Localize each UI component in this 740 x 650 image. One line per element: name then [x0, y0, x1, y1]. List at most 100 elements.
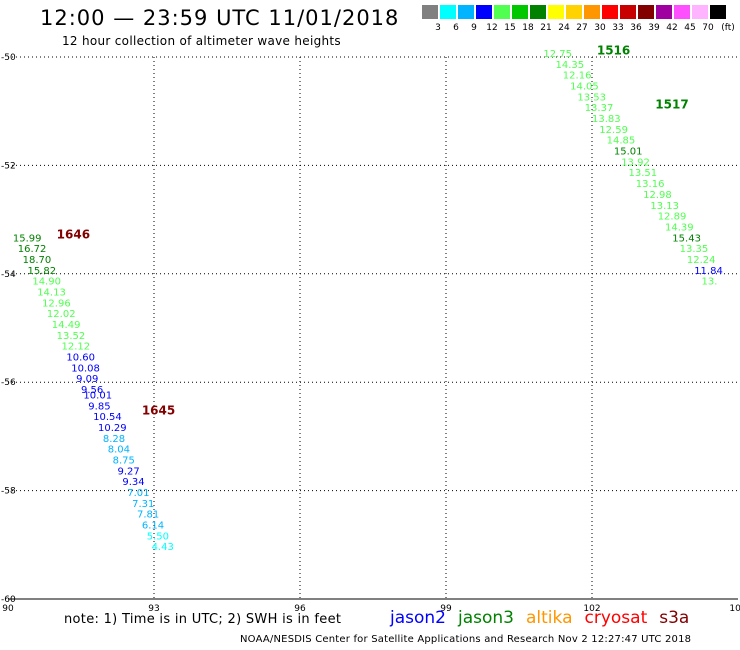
swh-label: 10.60 [66, 353, 95, 364]
colorbar-swatch [566, 5, 582, 19]
swh-label: 4.43 [152, 542, 174, 553]
swh-label: 5.50 [147, 531, 169, 542]
swh-label: 14.13 [37, 287, 66, 298]
colorbar-swatch [584, 5, 600, 19]
swh-label: 13.35 [680, 244, 709, 255]
satellite-jason2: jason2 [390, 608, 446, 628]
colorbar-swatch [530, 5, 546, 19]
time-label: 1645 [142, 404, 175, 418]
swh-label: 6.14 [142, 521, 164, 532]
y-tick-label: -58 [1, 487, 16, 497]
colorbar-label: 30 [594, 23, 606, 33]
y-tick-label: -54 [1, 270, 16, 280]
swh-label: 12.16 [563, 71, 592, 82]
x-tick-label: 90 [2, 604, 14, 614]
x-tick-label: 102 [583, 604, 600, 614]
swh-label: 13.92 [621, 157, 650, 168]
colorbar-swatch [512, 5, 528, 19]
colorbar-swatch [656, 5, 672, 19]
page-title: 12:00 — 23:59 UTC 11/01/2018 [40, 6, 400, 30]
swh-label: 12.59 [599, 125, 628, 136]
colorbar-label: 15 [504, 23, 516, 33]
x-tick-label: 99 [440, 604, 452, 614]
satellite-jason3: jason3 [458, 608, 514, 628]
swh-label: 9.34 [122, 477, 144, 488]
swh-label: 15.43 [672, 233, 701, 244]
colorbar-unit: (ft) [721, 23, 735, 33]
axis-ticks: 90 93 96 99 102 105 -50 -52 -54 -56 -58 -60 [1, 53, 740, 614]
colorbar-label: 42 [666, 23, 678, 33]
satellite-s3a: s3a [659, 608, 690, 628]
swh-label: 14.90 [32, 277, 61, 288]
swh-label: 8.28 [103, 434, 125, 445]
y-tick-label: -50 [1, 53, 16, 63]
colorbar-swatch [494, 5, 510, 19]
swh-label: 14.05 [570, 82, 599, 93]
colorbar-label: 27 [576, 23, 588, 33]
swh-label: 9.85 [88, 401, 110, 412]
y-tick-label: -56 [1, 378, 16, 388]
credit-line: NOAA/NESDIS Center for Satellite Applica… [240, 634, 692, 645]
swh-label: 8.04 [108, 445, 130, 456]
y-tick-label: -52 [1, 161, 16, 171]
colorbar-label: 6 [453, 23, 459, 33]
swh-label: 10.08 [71, 363, 100, 374]
colorbar-swatch [602, 5, 618, 19]
swh-label: 10.01 [83, 390, 112, 401]
swh-label: 12.96 [42, 298, 71, 309]
swh-label: 11.84 [694, 266, 723, 277]
swh-label: 12.75 [543, 49, 572, 60]
page-subtitle: 12 hour collection of altimeter wave hei… [62, 34, 341, 48]
swh-label: 13.16 [636, 179, 665, 190]
time-labels: 1516 1517 1646 1645 [57, 43, 689, 417]
colorbar-label: 9 [471, 23, 477, 33]
x-tick-label: 93 [148, 604, 159, 614]
swh-label: 15.99 [13, 233, 42, 244]
swh-label: 12.02 [47, 309, 76, 320]
satellite-cryosat: cryosat [584, 608, 648, 628]
colorbar-swatch [710, 5, 726, 19]
satellite-altika: altika [526, 608, 573, 628]
colorbar-label: 39 [648, 23, 660, 33]
colorbar-label: 70 [702, 23, 714, 33]
colorbar-swatch [422, 5, 438, 19]
swh-label: 13. [702, 277, 718, 288]
swh-label: 9.27 [118, 466, 140, 477]
colorbar-swatch [476, 5, 492, 19]
swh-label: 12.89 [658, 212, 687, 223]
swh-label: 18.70 [23, 255, 52, 266]
colorbar-label: 18 [522, 23, 534, 33]
swh-label: 8.75 [113, 456, 135, 467]
colorbar-label: 45 [684, 23, 696, 33]
swh-label: 13.51 [629, 168, 658, 179]
swh-label: 13.83 [592, 114, 621, 125]
swh-label: 13.52 [57, 331, 86, 342]
swh-label: 12.24 [687, 255, 716, 266]
swh-label: 7.81 [137, 510, 159, 521]
colorbar-label: 24 [558, 23, 570, 33]
swh-label: 16.72 [18, 244, 47, 255]
satellite-legend: jason2 jason3 altika cryosat s3a [390, 608, 701, 628]
data-labels: 12.7514.3512.1614.0513.5313.3713.8312.59… [13, 49, 723, 553]
swh-label: 13.53 [577, 92, 606, 103]
colorbar-label: 33 [612, 23, 624, 33]
colorbar-swatch [458, 5, 474, 19]
swh-label: 10.29 [98, 423, 127, 434]
swh-label: 15.01 [614, 147, 643, 158]
swh-label: 14.85 [607, 136, 636, 147]
swh-label: 12.12 [62, 342, 91, 353]
swh-label: 13.13 [650, 201, 679, 212]
colorbar-swatch [692, 5, 708, 19]
colorbar-label: 21 [540, 23, 552, 33]
time-label: 1516 [597, 43, 630, 57]
colorbar-swatch [440, 5, 456, 19]
x-tick-label: 96 [294, 604, 306, 614]
swh-label: 7.31 [132, 499, 154, 510]
colorbar-swatch [620, 5, 636, 19]
colorbar-label: 3 [435, 23, 441, 33]
colorbar-label: 12 [486, 23, 498, 33]
colorbar-swatch [638, 5, 654, 19]
colorbar-swatch [674, 5, 690, 19]
time-label: 1517 [655, 97, 688, 111]
